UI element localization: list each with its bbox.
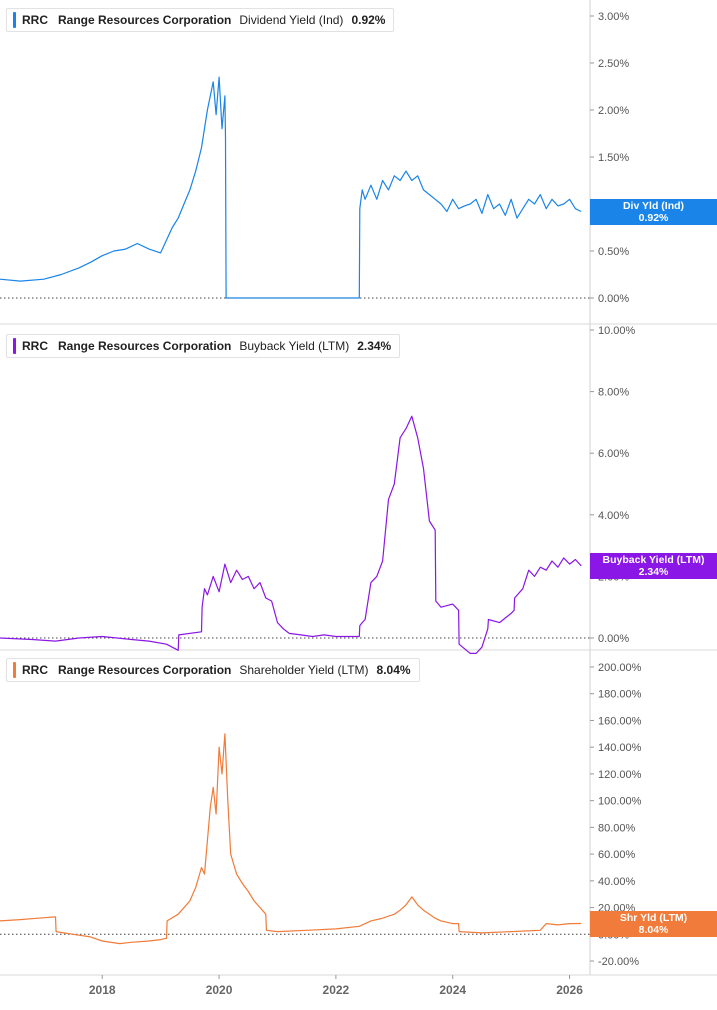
legend-metric: Buyback Yield (LTM) bbox=[239, 339, 350, 353]
legend-value: 8.04% bbox=[376, 663, 411, 677]
legend-value: 0.92% bbox=[351, 13, 386, 27]
legend-metric: Shareholder Yield (LTM) bbox=[239, 663, 369, 677]
legend-ticker: RRC bbox=[22, 339, 48, 353]
tag-value: 0.92% bbox=[638, 211, 669, 224]
y-tick-label: 0.00% bbox=[598, 293, 629, 305]
y-tick-label: 10.00% bbox=[598, 325, 636, 337]
value-tag-buyback: Buyback Yield (LTM) 2.34% bbox=[590, 552, 717, 579]
legend-value: 2.34% bbox=[357, 339, 392, 353]
tag-label: Shr Yld (LTM) bbox=[619, 911, 688, 924]
series-line bbox=[0, 415, 582, 654]
y-tick-label: 3.00% bbox=[598, 11, 629, 23]
y-tick-label: 40.00% bbox=[598, 876, 636, 888]
legend-metric: Dividend Yield (Ind) bbox=[239, 13, 344, 27]
x-tick-label: 2022 bbox=[323, 983, 350, 997]
y-tick-label: 80.00% bbox=[598, 822, 636, 834]
tag-value: 2.34% bbox=[638, 565, 669, 578]
legend-buyback: RRC Range Resources Corporation Buyback … bbox=[6, 334, 401, 358]
legend-color-bar bbox=[13, 662, 16, 678]
y-tick-label: 0.50% bbox=[598, 246, 629, 258]
tag-value: 8.04% bbox=[638, 923, 669, 936]
y-tick-label: 8.00% bbox=[598, 387, 629, 399]
y-tick-label: 180.00% bbox=[598, 689, 642, 701]
value-tag-dividend: Div Yld (Ind) 0.92% bbox=[590, 198, 717, 225]
legend-company: Range Resources Corporation bbox=[58, 13, 232, 27]
tag-label: Div Yld (Ind) bbox=[622, 199, 685, 212]
y-tick-label: 60.00% bbox=[598, 849, 636, 861]
y-tick-label: 0.00% bbox=[598, 633, 629, 645]
series-line bbox=[0, 76, 582, 299]
legend-company: Range Resources Corporation bbox=[58, 663, 232, 677]
y-tick-label: 6.00% bbox=[598, 448, 629, 460]
x-tick-label: 2026 bbox=[556, 983, 583, 997]
y-tick-label: 160.00% bbox=[598, 715, 642, 727]
y-tick-label: 4.00% bbox=[598, 510, 629, 522]
y-tick-label: 2.00% bbox=[598, 105, 629, 117]
legend-shareholder: RRC Range Resources Corporation Sharehol… bbox=[6, 658, 420, 682]
y-tick-label: 1.50% bbox=[598, 152, 629, 164]
x-tick-label: 2020 bbox=[206, 983, 233, 997]
series-line bbox=[0, 733, 582, 945]
legend-dividend: RRC Range Resources Corporation Dividend… bbox=[6, 8, 395, 32]
legend-ticker: RRC bbox=[22, 13, 48, 27]
legend-company: Range Resources Corporation bbox=[58, 339, 232, 353]
legend-ticker: RRC bbox=[22, 663, 48, 677]
y-tick-label: 140.00% bbox=[598, 742, 642, 754]
x-tick-label: 2018 bbox=[89, 983, 116, 997]
y-tick-label: -20.00% bbox=[598, 956, 639, 968]
x-tick-label: 2024 bbox=[439, 983, 466, 997]
value-tag-shareholder: Shr Yld (LTM) 8.04% bbox=[590, 910, 717, 937]
legend-color-bar bbox=[13, 338, 16, 354]
legend-color-bar bbox=[13, 12, 16, 28]
y-tick-label: 200.00% bbox=[598, 662, 642, 674]
y-tick-label: 120.00% bbox=[598, 769, 642, 781]
y-tick-label: 2.50% bbox=[598, 58, 629, 70]
y-tick-label: 100.00% bbox=[598, 796, 642, 808]
tag-label: Buyback Yield (LTM) bbox=[602, 553, 705, 566]
